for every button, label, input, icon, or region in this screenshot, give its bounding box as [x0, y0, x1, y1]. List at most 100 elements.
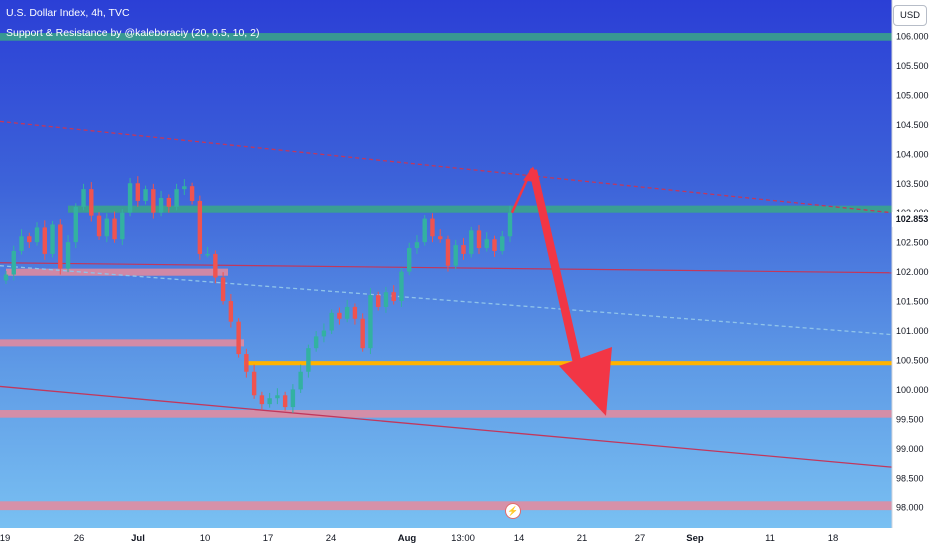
- candle-body: [73, 206, 78, 243]
- forecast-arrow-shaft: [529, 169, 589, 368]
- candle-body: [360, 318, 365, 349]
- candle-body: [476, 230, 482, 249]
- candle-body: [251, 371, 257, 396]
- trend-line: [0, 262, 893, 274]
- candle-body: [407, 248, 412, 272]
- sr-zone-red: [0, 501, 892, 511]
- candle-body: [236, 321, 241, 355]
- candle-body: [329, 312, 334, 331]
- indicator-label[interactable]: Support & Resistance by @kaleboraciy (20…: [6, 27, 260, 39]
- candle-body: [135, 183, 141, 201]
- y-tick-label: 105.000: [896, 90, 929, 100]
- candle-body: [368, 295, 373, 349]
- candle-body: [445, 239, 451, 266]
- x-tick-label: 11: [765, 533, 775, 544]
- y-tick-label: 100.500: [896, 355, 929, 365]
- candle-body: [19, 236, 24, 251]
- y-tick-label: 101.000: [896, 326, 929, 336]
- candle-body: [298, 371, 303, 390]
- candle-body: [391, 292, 396, 302]
- x-tick-label: 21: [577, 533, 588, 544]
- candle-body: [174, 189, 179, 207]
- candle-body: [65, 242, 71, 269]
- candle-body: [484, 239, 489, 249]
- x-tick-label: Sep: [686, 533, 704, 544]
- candle-body: [344, 306, 350, 319]
- x-tick-label: 10: [200, 533, 211, 544]
- candle-body: [220, 277, 226, 302]
- x-tick-label: 26: [74, 533, 85, 544]
- candles: [3, 176, 513, 413]
- sr-zone-green: [0, 33, 892, 41]
- sr-zone-red: [0, 339, 244, 347]
- candle-body: [375, 295, 381, 307]
- candle-body: [89, 189, 94, 216]
- candle-body: [430, 218, 435, 237]
- candle-body: [507, 212, 513, 237]
- y-tick-label: 103.500: [896, 179, 929, 189]
- candle-body: [244, 354, 249, 372]
- candle-body: [461, 245, 466, 254]
- candle-body: [42, 227, 47, 254]
- candle-body: [120, 212, 125, 240]
- sr-zone-red: [6, 268, 228, 276]
- candle-body: [143, 189, 148, 201]
- x-tick-label: 13:00: [451, 533, 475, 544]
- candle-body: [112, 218, 117, 240]
- y-tick-label: 99.500: [896, 414, 924, 424]
- last-price-label: 102.853: [892, 212, 932, 227]
- candle-body: [166, 197, 172, 207]
- candle-body: [205, 253, 210, 256]
- x-tick-label: 27: [635, 533, 646, 544]
- x-tick-label: 18: [828, 533, 839, 544]
- candle-body: [104, 218, 109, 237]
- symbol-title[interactable]: U.S. Dollar Index, 4h, TVC: [6, 7, 130, 19]
- y-tick-label: 102.500: [896, 238, 929, 248]
- candle-body: [50, 224, 55, 254]
- candle-body: [399, 271, 404, 302]
- candle-body: [438, 236, 443, 240]
- y-tick-label: 99.000: [896, 444, 924, 454]
- candle-body: [3, 274, 9, 281]
- trend-line: [0, 265, 893, 336]
- candle-body: [267, 398, 272, 405]
- candle-body: [500, 236, 505, 251]
- lightning-bolt-icon[interactable]: ⚡: [505, 503, 521, 519]
- candle-body: [213, 253, 218, 278]
- candle-body: [96, 215, 102, 237]
- y-axis-bg: [892, 0, 932, 550]
- candle-body: [492, 239, 497, 251]
- y-tick-label: 106.000: [896, 32, 929, 42]
- candle-body: [182, 186, 187, 190]
- forecast-arrow-head-down: [559, 346, 612, 416]
- trend-line: [0, 120, 893, 214]
- candle-body: [189, 186, 195, 201]
- trend-line: [0, 385, 893, 468]
- y-tick-label: 100.000: [896, 385, 929, 395]
- candle-body: [313, 336, 319, 349]
- y-tick-label: 98.500: [896, 473, 924, 483]
- y-tick-label: 98.000: [896, 503, 924, 513]
- candle-body: [58, 224, 63, 269]
- candle-body: [321, 330, 327, 337]
- candle-body: [453, 245, 458, 266]
- y-tick-label: 105.500: [896, 61, 929, 71]
- currency-button[interactable]: USD: [893, 5, 927, 26]
- candle-body: [127, 183, 133, 213]
- candle-body: [158, 197, 164, 213]
- candle-body: [11, 250, 16, 275]
- candle-body: [337, 312, 342, 319]
- forecast-arrow: [510, 166, 612, 416]
- candle-body: [422, 218, 427, 243]
- candle-body: [414, 242, 420, 249]
- y-tick-label: 101.500: [896, 297, 929, 307]
- x-tick-label: Jul: [131, 533, 145, 544]
- candle-body: [197, 200, 203, 254]
- x-tick-label: 19: [0, 533, 10, 544]
- candle-body: [81, 189, 86, 207]
- candle-body: [352, 306, 358, 319]
- candle-body: [306, 348, 311, 372]
- y-tick-label: 104.500: [896, 120, 929, 130]
